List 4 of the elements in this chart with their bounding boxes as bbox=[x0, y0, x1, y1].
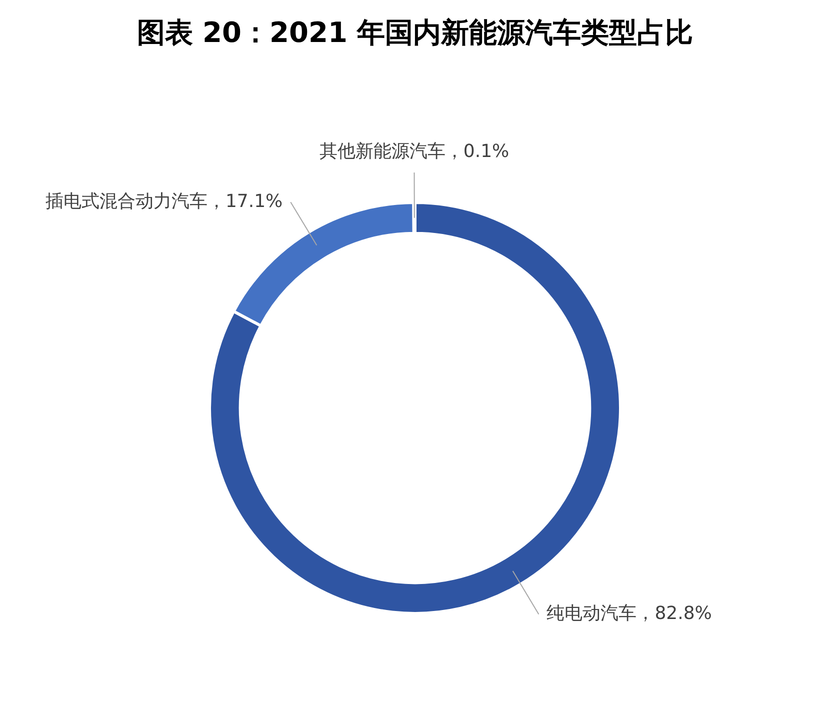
chart-title: 图表 20：2021 年国内新能源汽车类型占比 bbox=[136, 15, 694, 51]
slice-label: 纯电动汽车，82.8% bbox=[546, 602, 712, 624]
slice-label: 其他新能源汽车，0.1% bbox=[319, 141, 510, 162]
slice-label: 插电式混合动力汽车，17.1% bbox=[45, 190, 283, 212]
